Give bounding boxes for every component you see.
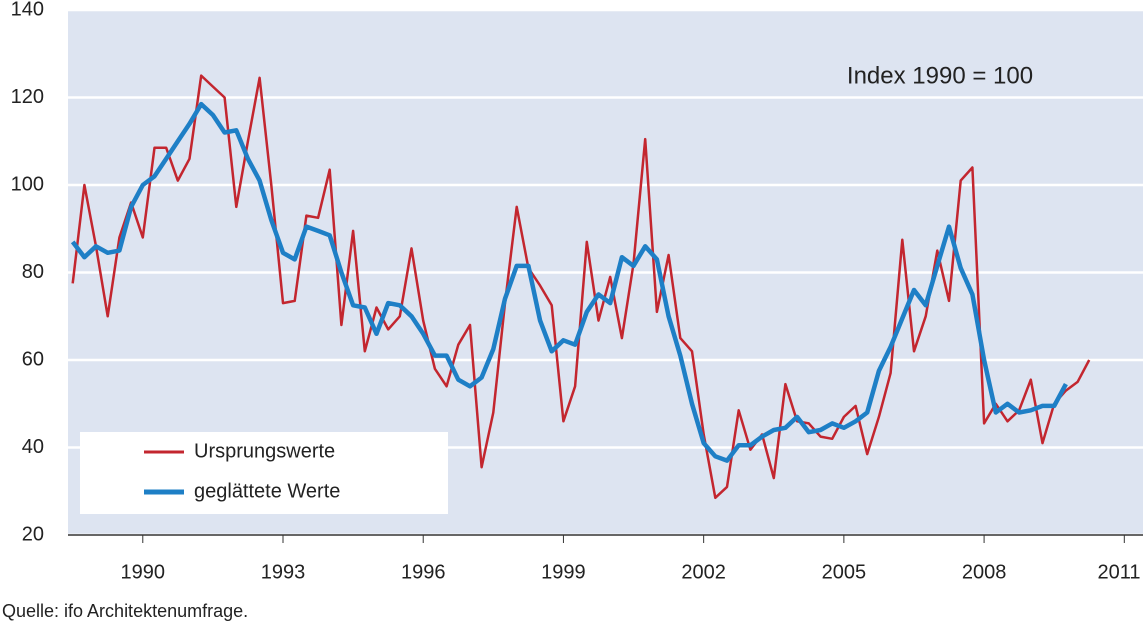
x-tick-label: 1993: [261, 561, 306, 583]
legend-box: [80, 432, 448, 514]
x-tick-label: 1999: [541, 561, 586, 583]
legend-label: Ursprungswerte: [194, 440, 335, 462]
y-tick-label: 40: [22, 436, 44, 458]
annotation: Index 1990 = 100: [847, 62, 1033, 89]
x-tick-label: 2011: [1097, 561, 1140, 583]
x-tick-label: 2002: [681, 561, 726, 583]
source: Quelle: ifo Architektenumfrage.: [2, 601, 248, 621]
y-tick-label: 140: [11, 0, 44, 20]
x-tick-label: 1990: [121, 561, 166, 583]
x-tick-label: 1996: [401, 561, 446, 583]
y-tick-label: 100: [11, 173, 44, 195]
x-tick-label: 2008: [962, 561, 1007, 583]
x-tick-label: 2005: [822, 561, 867, 583]
legend-label: geglättete Werte: [194, 480, 340, 502]
series-line: [70, 101, 1068, 463]
y-tick-label: 80: [22, 261, 44, 283]
y-tick-label: 60: [22, 348, 44, 370]
series-line: [71, 74, 1091, 500]
y-tick-label: 120: [11, 86, 44, 108]
y-tick-label: 20: [22, 523, 44, 545]
